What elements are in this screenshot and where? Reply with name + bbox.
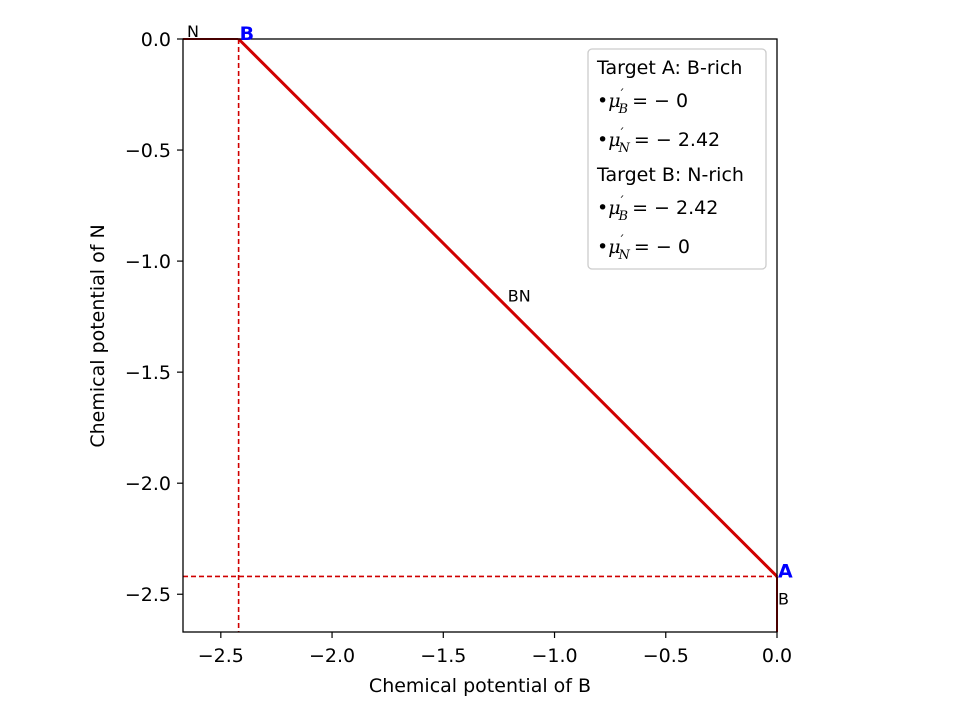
y-tick-label: −1.5: [125, 362, 171, 384]
point-label-b: B: [240, 23, 254, 45]
y-tick-label: 0.0: [141, 29, 171, 51]
x-tick-label: −0.5: [643, 645, 689, 667]
y-axis-ticks: 0.0 −0.5 −1.0 −1.5 −2.0 −2.5: [125, 29, 183, 606]
x-axis-label: Chemical potential of B: [369, 675, 591, 697]
legend-entry: Target B: N-rich: [596, 164, 744, 186]
y-axis-label: Chemical potential of N: [87, 224, 109, 447]
legend-entry: •μ′ N = − 2.42: [597, 126, 720, 156]
region-label-b: B: [778, 590, 789, 609]
region-label-bn: BN: [508, 287, 531, 306]
x-axis-ticks: −2.5 −2.0 −1.5 −1.0 −0.5 0.0: [198, 632, 792, 667]
x-tick-label: −2.5: [198, 645, 244, 667]
region-labels: BN N B: [187, 22, 789, 609]
y-tick-label: −2.0: [125, 473, 171, 495]
x-tick-label: −1.5: [420, 645, 466, 667]
point-label-a: A: [778, 560, 793, 582]
x-tick-label: −1.0: [531, 645, 577, 667]
plot-frame: [182, 38, 778, 633]
region-label-n: N: [187, 22, 199, 41]
x-tick-label: −2.0: [309, 645, 355, 667]
point-labels: AB: [240, 23, 793, 582]
boundary-line-bn: [237, 37, 779, 578]
legend-entry: •μ′ N = − 0: [597, 233, 690, 263]
legend-entry: •μ′ B = − 0: [597, 87, 688, 117]
legend-box: [587, 48, 767, 270]
y-tick-label: −2.5: [125, 584, 171, 606]
y-tick-label: −1.0: [125, 251, 171, 273]
dashed-lines: [183, 39, 777, 632]
x-tick-label: 0.0: [762, 645, 792, 667]
legend: Target A: B-rich •μ′ B = − 0 •μ′ N = − 2.42 Tar…: [587, 48, 767, 270]
y-tick-label: −0.5: [125, 140, 171, 162]
legend-entry: Target A: B-rich: [596, 57, 742, 79]
legend-entry: •μ′ B = − 2.42: [597, 194, 718, 224]
